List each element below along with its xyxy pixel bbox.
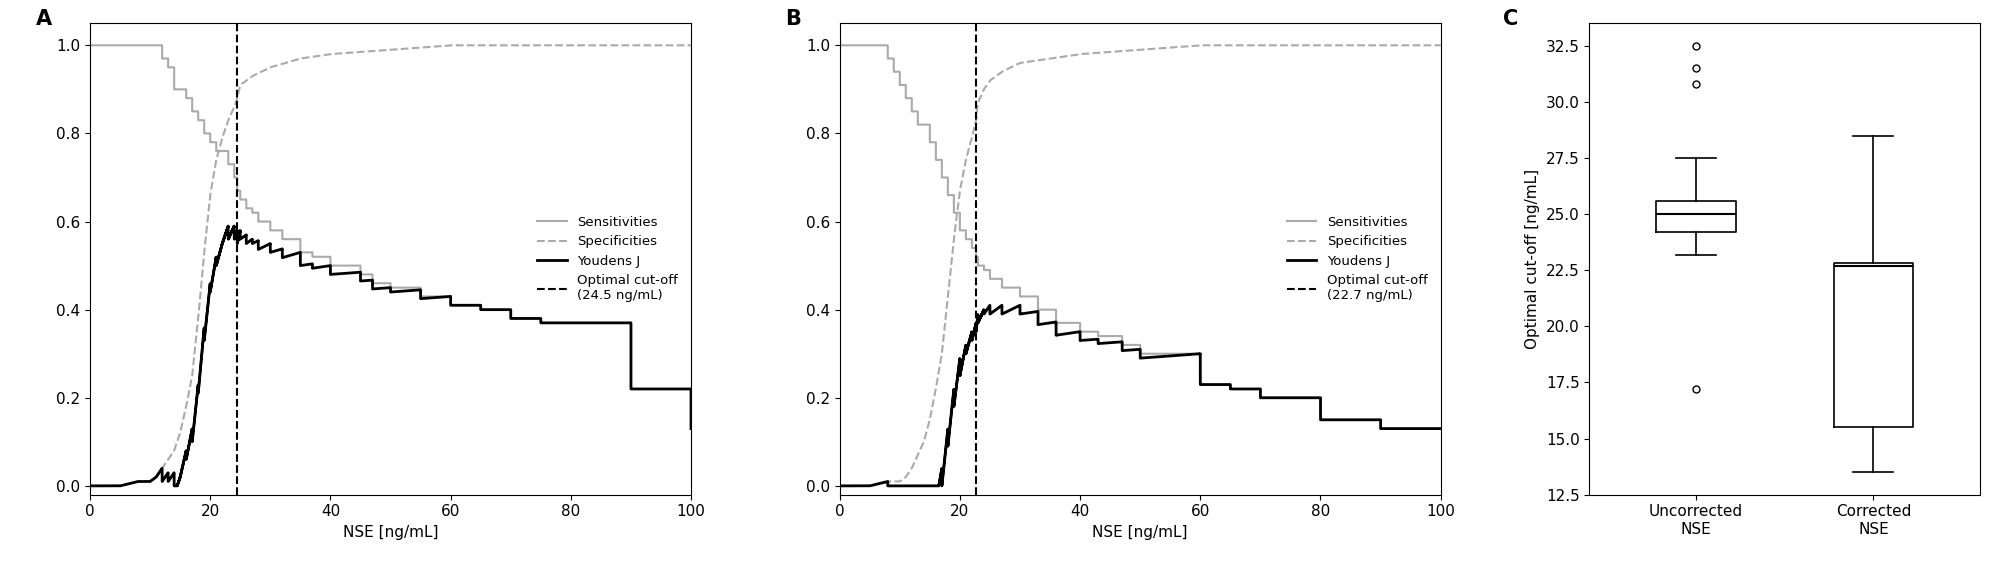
X-axis label: NSE [ng/mL]: NSE [ng/mL] [1092,525,1188,540]
Legend: Sensitivities, Specificities, Youdens J, Optimal cut-off
(24.5 ng/mL): Sensitivities, Specificities, Youdens J,… [530,209,684,309]
Text: C: C [1504,9,1518,29]
Y-axis label: Optimal cut-off [ng/mL]: Optimal cut-off [ng/mL] [1526,169,1540,349]
X-axis label: NSE [ng/mL]: NSE [ng/mL] [342,525,438,540]
Text: A: A [36,9,52,29]
Text: B: B [786,9,802,29]
Legend: Sensitivities, Specificities, Youdens J, Optimal cut-off
(22.7 ng/mL): Sensitivities, Specificities, Youdens J,… [1280,209,1434,309]
